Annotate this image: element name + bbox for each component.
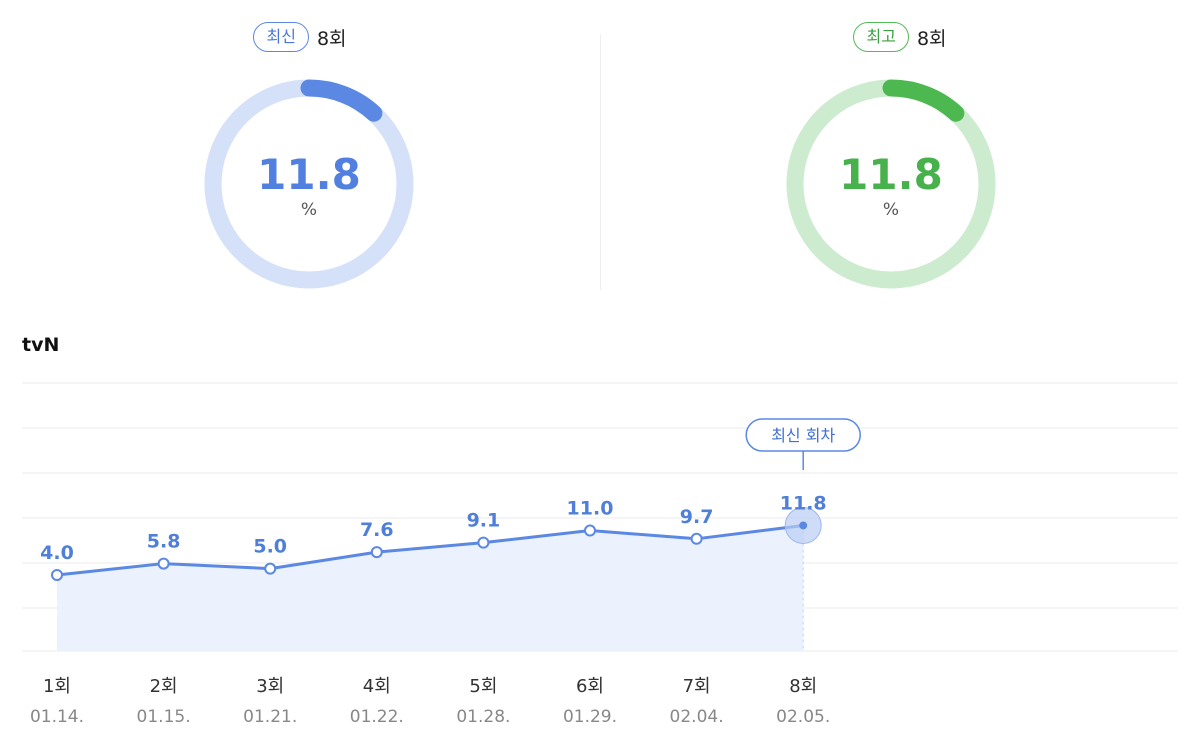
- latest-rating-panel: 최신 8회 11.8 %: [0, 0, 600, 300]
- x-tick-episode-3: 3회: [256, 676, 284, 697]
- best-rating-panel: 최고 8회 11.8 %: [600, 0, 1200, 300]
- data-label-7: 9.7: [680, 506, 714, 528]
- data-point-7: [690, 532, 703, 545]
- latest-rating-header: 최신 8회: [0, 22, 600, 52]
- latest-rating-readout: 11.8 %: [197, 150, 421, 221]
- x-tick-episode-5: 5회: [469, 676, 497, 697]
- x-tick-date-1: 01.14.: [30, 707, 84, 727]
- data-point-2: [157, 557, 170, 570]
- best-rating-unit: %: [882, 200, 900, 220]
- data-point-3: [264, 562, 277, 575]
- data-point-6: [584, 524, 596, 537]
- x-tick-date-5: 01.28.: [456, 707, 510, 727]
- x-tick-episode-1: 1회: [43, 676, 71, 697]
- data-point-5: [477, 536, 490, 549]
- series-area: [57, 525, 804, 651]
- x-tick-date-6: 01.29.: [563, 707, 617, 727]
- data-label-5: 9.1: [467, 510, 501, 532]
- data-label-2: 5.8: [147, 531, 181, 553]
- best-rating-value: 11.8: [839, 150, 943, 199]
- data-point-8: [799, 521, 808, 530]
- x-tick-episode-4: 4회: [363, 676, 391, 697]
- data-label-4: 7.6: [360, 519, 394, 541]
- channel-name: tvN: [22, 334, 60, 356]
- best-episode: 8회: [916, 27, 947, 50]
- data-label-6: 11.0: [567, 498, 614, 520]
- best-badge: 최고: [853, 22, 909, 52]
- best-rating-header: 최고 8회: [600, 22, 1200, 52]
- latest-gauge-arc: [204, 79, 414, 289]
- x-tick-date-3: 01.21.: [243, 707, 297, 727]
- x-tick-episode-2: 2회: [150, 676, 178, 697]
- latest-episode: 8회: [316, 27, 347, 50]
- series-line: [56, 523, 804, 577]
- data-label-3: 5.0: [253, 536, 287, 558]
- rating-trend-chart: 4.0 5.8 5.0 7.6 9.1 11.0 9.7 11.8 최신 회차 1회 01.14. 2…: [22, 382, 1178, 727]
- latest-tag-box: [745, 418, 861, 452]
- best-rating-gauge: [786, 79, 996, 289]
- latest-rating-unit: %: [300, 200, 318, 220]
- data-point-1: [51, 569, 63, 581]
- panel-divider: [600, 34, 601, 290]
- latest-tag-label: 최신 회차: [771, 426, 835, 445]
- x-tick-date-8: 02.05.: [776, 707, 830, 727]
- best-gauge-arc: [786, 79, 996, 289]
- latest-rating-value: 11.8: [257, 150, 361, 199]
- best-rating-readout: 11.8 %: [779, 150, 1003, 221]
- data-label-1: 4.0: [40, 542, 74, 564]
- x-tick-date-4: 01.22.: [350, 707, 404, 727]
- x-tick-date-2: 01.15.: [137, 707, 191, 727]
- data-label-8: 11.8: [780, 492, 827, 514]
- data-point-4: [370, 546, 383, 559]
- x-tick-episode-7: 7회: [683, 676, 711, 697]
- latest-badge: 최신: [253, 22, 309, 52]
- x-tick-date-7: 02.04.: [670, 707, 724, 727]
- x-tick-episode-6: 6회: [576, 676, 604, 697]
- x-tick-episode-8: 8회: [789, 676, 817, 697]
- latest-rating-gauge: [204, 79, 414, 289]
